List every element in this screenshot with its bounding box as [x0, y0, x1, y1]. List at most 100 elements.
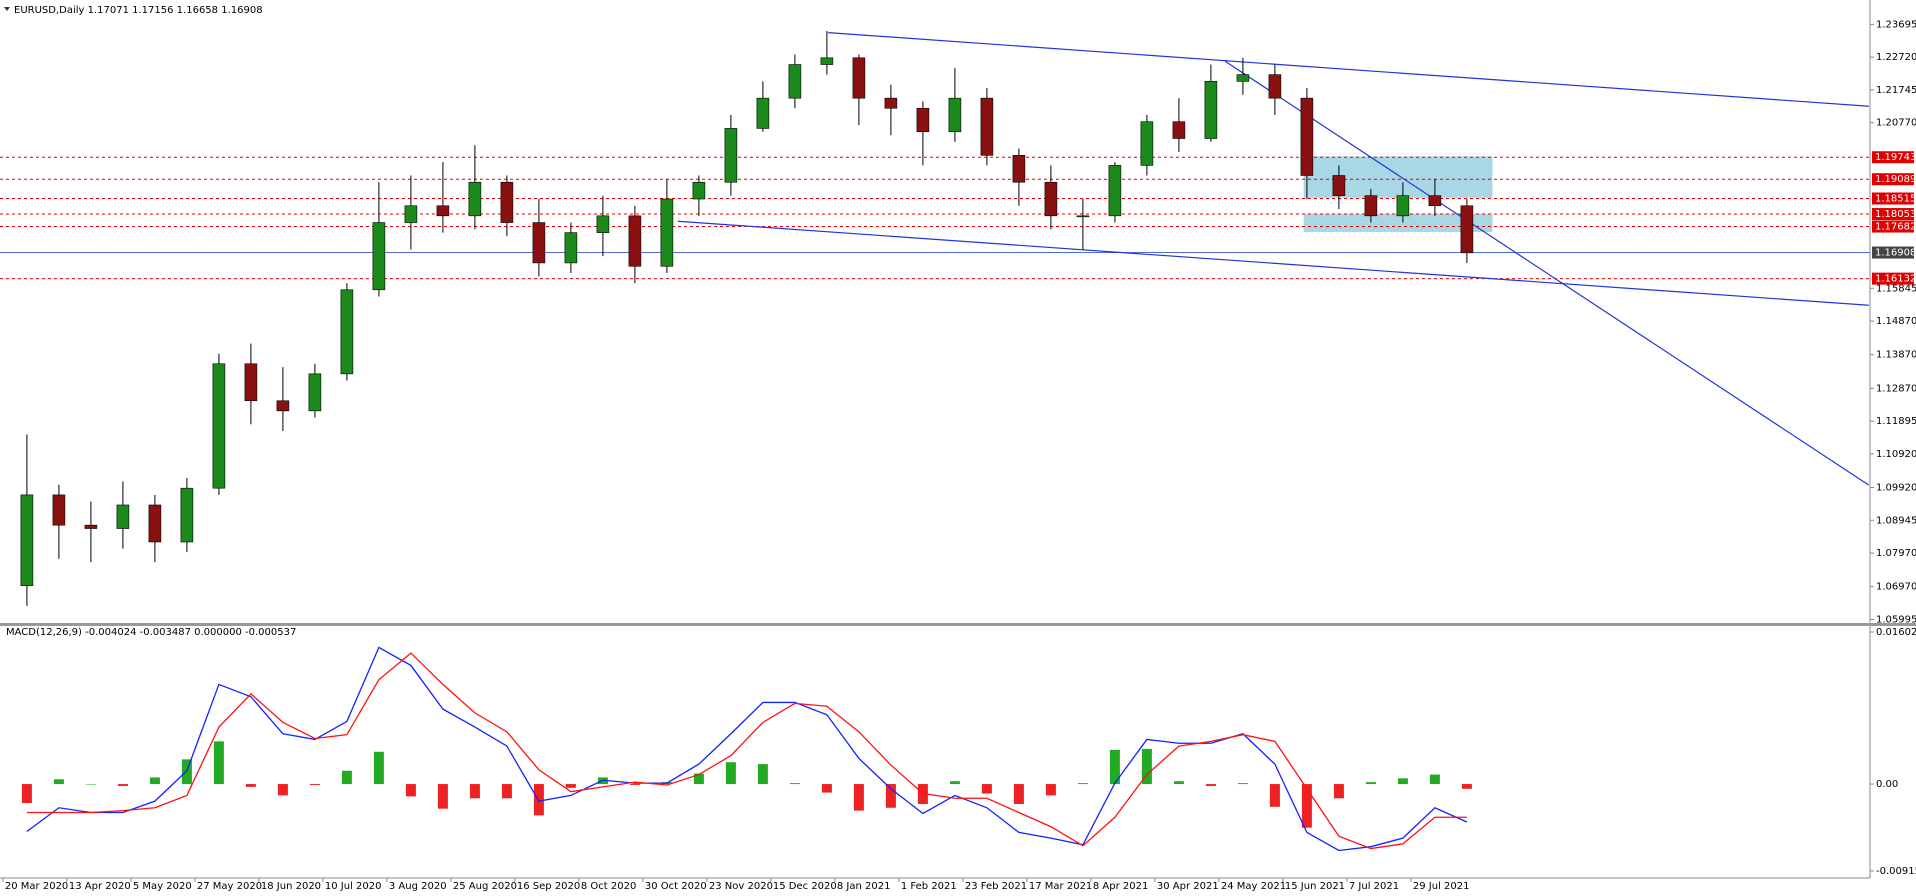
candle-body	[1428, 195, 1442, 207]
candle-body	[1460, 205, 1474, 254]
x-tick-label: 8 Apr 2021	[1093, 881, 1148, 892]
candle-body	[884, 97, 898, 109]
histogram-bar	[1173, 781, 1184, 785]
y-tick-label: 1.14870	[1876, 316, 1916, 327]
indicator-title: MACD(12,26,9) -0.004024 -0.003487 0.0000…	[6, 627, 296, 638]
x-tick-label: 30 Apr 2021	[1157, 881, 1219, 892]
x-tick-label: 15 Dec 2020	[773, 881, 837, 892]
y-tick-label: 0.016024	[1876, 627, 1916, 638]
histogram-bar	[629, 784, 640, 785]
histogram-bar	[181, 759, 192, 785]
y-tick-label: 1.15845	[1876, 283, 1916, 294]
histogram-bar	[1365, 782, 1376, 785]
zone	[1303, 156, 1493, 198]
candle-body	[724, 128, 738, 183]
candle-body	[20, 494, 34, 586]
y-tick-label: 1.06970	[1876, 582, 1916, 593]
y-tick-label: 1.07970	[1876, 548, 1916, 559]
candle-body	[628, 215, 642, 267]
histogram-bar	[1333, 784, 1344, 799]
x-tick-label: 23 Feb 2021	[965, 881, 1027, 892]
y-tick-label: -0.009154	[1876, 866, 1916, 877]
candle-body	[372, 222, 386, 291]
candle-body	[820, 57, 834, 65]
candle-body	[500, 181, 514, 223]
candle-body	[308, 373, 322, 412]
x-tick-label: 16 Sep 2020	[517, 881, 580, 892]
y-tick-label: 1.05995	[1876, 614, 1916, 625]
histogram-bar	[789, 783, 800, 785]
level-label: 1.19089	[1875, 174, 1916, 185]
candle-body	[1204, 81, 1218, 139]
histogram-bar	[1237, 783, 1248, 785]
histogram-bar	[21, 784, 32, 804]
histogram-bar	[1109, 749, 1120, 785]
x-tick-label: 8 Oct 2020	[581, 881, 636, 892]
level-label: 1.18515	[1875, 194, 1916, 205]
candle-body	[564, 232, 578, 264]
candle-body	[276, 400, 290, 412]
current-price-box	[1872, 246, 1914, 259]
candle-body	[340, 289, 354, 375]
level-label-box	[1872, 208, 1914, 221]
histogram-bar	[1301, 784, 1312, 828]
histogram-bar	[1141, 748, 1152, 785]
y-tick-label: 0.00	[1876, 779, 1898, 790]
y-tick-label: 1.09920	[1876, 483, 1916, 494]
candle-body	[948, 97, 962, 133]
histogram-bar	[885, 784, 896, 808]
x-tick-label: 5 May 2020	[133, 881, 192, 892]
y-tick-label: 1.12870	[1876, 383, 1916, 394]
candle-body	[116, 504, 130, 529]
y-tick-label: 1.21745	[1876, 85, 1916, 96]
x-tick-label: 25 Aug 2020	[453, 881, 517, 892]
candle-body	[1236, 74, 1250, 82]
y-tick-label: 1.22720	[1876, 52, 1916, 63]
histogram-bar	[277, 784, 288, 796]
y-tick-label: 1.13870	[1876, 350, 1916, 361]
histogram-bar	[469, 784, 480, 799]
candle-body	[916, 107, 930, 133]
histogram-bar	[1461, 784, 1472, 789]
candle-body	[532, 222, 546, 264]
level-label-box	[1872, 192, 1914, 205]
histogram-bar	[245, 784, 256, 787]
histogram-bar	[149, 777, 160, 785]
x-tick-label: 1 Feb 2021	[901, 881, 957, 892]
x-tick-label: 3 Aug 2020	[389, 881, 447, 892]
level-label-box	[1872, 151, 1914, 164]
histogram-bar	[757, 764, 768, 785]
candle-body	[1364, 195, 1378, 217]
x-tick-label: 13 Apr 2020	[69, 881, 131, 892]
candle-body	[1076, 215, 1090, 218]
histogram-bar	[437, 784, 448, 809]
histogram-bar	[1077, 783, 1088, 785]
histogram-bar	[533, 784, 544, 816]
level-label: 1.16132	[1875, 274, 1916, 285]
x-tick-label: 10 Jul 2020	[325, 881, 382, 892]
histogram-bar	[693, 773, 704, 785]
chart-title: EURUSD,Daily 1.17071 1.17156 1.16658 1.1…	[14, 5, 263, 16]
histogram-bar	[981, 784, 992, 794]
level-label: 1.18053	[1875, 209, 1916, 220]
candle-body	[596, 215, 610, 233]
histogram-bar	[949, 781, 960, 785]
x-tick-label: 20 Mar 2020	[5, 881, 68, 892]
candle-body	[148, 504, 162, 543]
candle-body	[84, 524, 98, 529]
candle-body	[52, 494, 66, 526]
candle-body	[1172, 121, 1186, 139]
histogram-bar	[1269, 784, 1280, 807]
candle-body	[244, 363, 258, 402]
y-tick-label: 1.11895	[1876, 416, 1916, 427]
y-tick-label: 1.08945	[1876, 515, 1916, 526]
histogram-bar	[1397, 778, 1408, 785]
histogram-bar	[53, 779, 64, 785]
histogram-bar	[1429, 774, 1440, 785]
candle-body	[692, 181, 706, 200]
histogram-bar	[117, 784, 128, 786]
candle-body	[468, 181, 482, 217]
level-label: 1.17682	[1875, 222, 1916, 233]
histogram-bar	[725, 762, 736, 785]
